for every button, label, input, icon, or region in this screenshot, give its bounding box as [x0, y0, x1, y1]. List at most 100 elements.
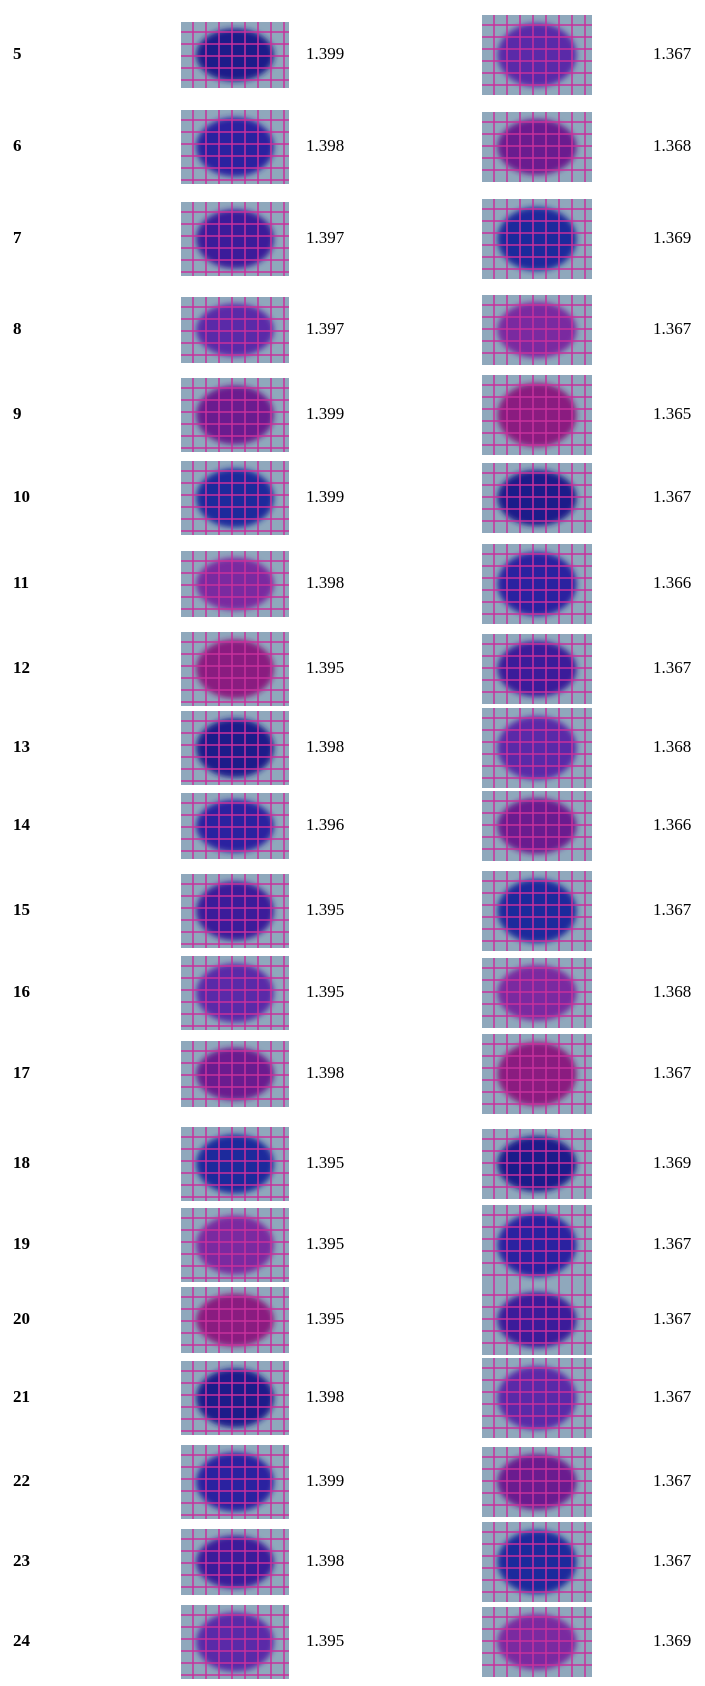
cell-image: [181, 378, 289, 452]
cell-image: [482, 199, 592, 279]
right-value: 1.367: [653, 658, 692, 677]
left-value: 1.398: [306, 573, 344, 592]
left-value: 1.397: [306, 319, 345, 338]
nucleus: [196, 29, 274, 82]
cell-image: [482, 1285, 592, 1355]
left-value: 1.395: [306, 658, 344, 677]
cell-image: [181, 793, 289, 859]
cell-image: [181, 202, 289, 276]
row-label: 15: [13, 900, 30, 919]
cell-image: [181, 1445, 289, 1519]
row-label: 22: [13, 1471, 30, 1490]
cell-image: [482, 15, 592, 95]
cell-image: [181, 22, 289, 88]
left-value: 1.398: [306, 1551, 344, 1570]
cell-image: [482, 112, 592, 182]
row-label: 9: [13, 404, 22, 423]
nucleus: [497, 879, 576, 943]
right-value: 1.367: [653, 1063, 692, 1082]
row-label: 24: [13, 1631, 31, 1650]
right-value: 1.369: [653, 1631, 691, 1650]
cell-image: [482, 1129, 592, 1199]
left-value: 1.398: [306, 737, 344, 756]
row-label: 5: [13, 44, 22, 63]
cell-image: [181, 874, 289, 948]
left-value: 1.399: [306, 44, 344, 63]
left-value: 1.398: [306, 136, 344, 155]
nucleus: [497, 119, 576, 175]
row-label: 17: [13, 1063, 31, 1082]
cell-image: [181, 1287, 289, 1353]
left-value: 1.399: [306, 1471, 344, 1490]
cell-image: [482, 871, 592, 951]
nucleus: [196, 800, 274, 853]
nucleus: [497, 470, 576, 526]
row-label: 21: [13, 1387, 30, 1406]
cell-image: [181, 461, 289, 535]
left-value: 1.396: [306, 815, 344, 834]
nucleus: [497, 1136, 576, 1192]
right-value: 1.367: [653, 487, 692, 506]
cell-image: [181, 711, 289, 785]
row-label: 16: [13, 982, 30, 1001]
row-label: 13: [13, 737, 30, 756]
right-value: 1.365: [653, 404, 691, 423]
cell-image: [482, 1205, 592, 1285]
cell-image: [482, 1522, 592, 1602]
cell-image: [482, 1358, 592, 1438]
cell-image: [482, 791, 592, 861]
row-label: 8: [13, 319, 22, 338]
row-label: 19: [13, 1234, 30, 1253]
cell-image: [482, 634, 592, 704]
cell-image: [482, 544, 592, 624]
cell-image: [181, 1529, 289, 1595]
right-value: 1.367: [653, 44, 692, 63]
cell-image: [181, 1208, 289, 1282]
right-value: 1.369: [653, 1153, 691, 1172]
left-value: 1.397: [306, 228, 345, 247]
left-value: 1.395: [306, 1234, 344, 1253]
right-value: 1.368: [653, 136, 691, 155]
row-label: 12: [13, 658, 30, 677]
row-label: 14: [13, 815, 31, 834]
right-value: 1.367: [653, 1234, 692, 1253]
left-value: 1.395: [306, 982, 344, 1001]
left-value: 1.399: [306, 404, 344, 423]
page: 51.3991.36761.3981.36871.3971.36981.3971…: [0, 0, 705, 1686]
results-table: 51.3991.36761.3981.36871.3971.36981.3971…: [0, 0, 705, 1686]
cell-image: [181, 1361, 289, 1435]
left-value: 1.395: [306, 900, 344, 919]
nucleus: [497, 716, 576, 780]
cell-image: [181, 1127, 289, 1201]
left-value: 1.399: [306, 487, 344, 506]
right-value: 1.367: [653, 900, 692, 919]
nucleus: [497, 1213, 576, 1277]
nucleus: [497, 1042, 576, 1106]
row-label: 10: [13, 487, 30, 506]
left-value: 1.398: [306, 1387, 344, 1406]
cell-image: [482, 375, 592, 455]
left-value: 1.398: [306, 1063, 344, 1082]
nucleus: [497, 1454, 576, 1510]
nucleus: [497, 641, 576, 697]
cell-image: [482, 463, 592, 533]
row-label: 11: [13, 573, 29, 592]
right-value: 1.368: [653, 737, 691, 756]
nucleus: [497, 1614, 576, 1670]
right-value: 1.368: [653, 982, 691, 1001]
cell-image: [482, 1607, 592, 1677]
cell-image: [482, 295, 592, 365]
nucleus: [497, 383, 576, 447]
right-value: 1.366: [653, 573, 691, 592]
nucleus: [196, 1048, 274, 1101]
cell-image: [482, 1034, 592, 1114]
cell-image: [181, 297, 289, 363]
left-value: 1.395: [306, 1309, 344, 1328]
right-value: 1.367: [653, 1309, 692, 1328]
right-value: 1.367: [653, 1387, 692, 1406]
cell-image: [181, 1605, 289, 1679]
row-label: 18: [13, 1153, 30, 1172]
nucleus: [196, 558, 274, 611]
cell-image: [482, 708, 592, 788]
left-value: 1.395: [306, 1631, 344, 1650]
